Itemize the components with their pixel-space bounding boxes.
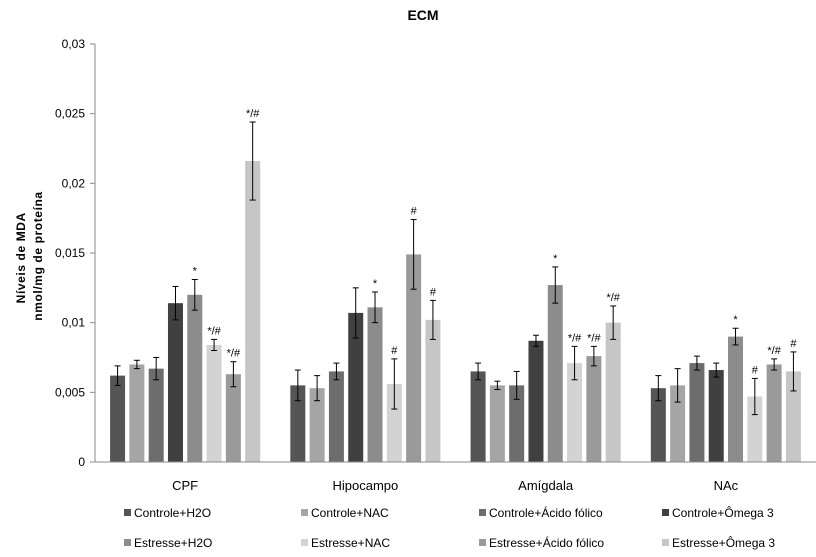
y-axis-label-line-1: Níveis de MDA [14,212,28,303]
significance-label: */# [246,108,260,120]
bar [586,356,602,462]
legend-swatch [301,539,308,546]
legend-swatch [479,539,486,546]
significance-label: */# [767,345,781,357]
significance-label: */# [606,292,620,304]
legend-label: Estresse+H2O [134,536,212,550]
legend-label: Controle+NAC [311,506,389,520]
y-axis-label-line-2: nmol/mg de proteína [31,191,45,320]
bar [367,307,383,462]
legend-label: Estresse+Ômega 3 [672,535,775,550]
legend-label: Controle+Ômega 3 [672,505,774,520]
x-category-label: Amígdala [518,478,574,493]
significance-label: * [553,253,558,265]
legend-swatch [124,539,131,546]
y-axis-label: Níveis de MDA nmol/mg de proteína [14,191,45,320]
significance-label: # [391,345,398,357]
significance-label: * [193,265,198,277]
bar [206,344,222,462]
bar [148,368,164,462]
bar [509,385,525,462]
legend-label: Estresse+Ácido fólico [489,535,604,550]
significance-label: # [430,286,437,298]
bar [489,385,505,462]
y-tick-label: 0,02 [62,176,86,190]
y-tick-label: 0,03 [62,37,86,51]
bar [689,363,705,462]
legend-label: Estresse+NAC [311,536,390,550]
bar [785,371,801,462]
bar [567,363,583,462]
bar [290,385,306,462]
significance-label: */# [568,332,582,344]
bar [406,254,422,462]
bar [547,285,563,462]
y-tick-label: 0,005 [55,385,85,399]
legend: Controle+H2O Controle+NAC Controle+Ácido f… [124,505,775,550]
legend-swatch [662,539,669,546]
chart-title: ECM [407,7,438,23]
bar [129,364,145,462]
bar [245,161,261,463]
bar [348,312,364,462]
significance-label: */# [227,348,241,360]
x-category-label: NAc [714,478,739,493]
legend-label: Controle+Ácido fólico [489,505,603,520]
bar [605,322,621,462]
bar-area: * */# */# */# * # # # * */# */# */# * # */# # [110,108,801,463]
significance-label: * [373,278,378,290]
bar [309,388,325,462]
bar [225,374,241,462]
y-axis: 0 0,005 0,01 0,015 0,02 0,025 0,03 [55,37,96,469]
bar [470,371,486,462]
significance-label: */# [207,325,221,337]
legend-swatch [662,509,669,516]
x-axis: CPF Hipocampo Amígdala NAc [95,461,816,493]
bar [650,388,666,462]
legend-label: Controle+H2O [134,506,211,520]
significance-label: # [790,338,797,350]
significance-label: # [752,364,759,376]
bar [187,294,203,462]
bar [425,319,441,462]
y-tick-label: 0,01 [62,316,86,330]
bar [167,303,183,462]
significance-label: */# [587,332,601,344]
bar [670,385,686,462]
legend-swatch [479,509,486,516]
x-category-label: CPF [172,478,198,493]
legend-swatch [124,509,131,516]
y-tick-label: 0 [78,455,85,469]
bar [728,336,744,462]
bar [386,383,402,462]
bar [328,371,344,462]
bar [766,364,782,462]
significance-label: * [733,314,738,326]
bar [110,375,126,462]
bar [708,370,724,462]
significance-label: # [411,206,418,218]
x-category-label: Hipocampo [332,478,398,493]
bar [528,340,544,462]
y-tick-label: 0,025 [55,107,85,121]
y-tick-label: 0,015 [55,246,85,260]
legend-swatch [301,509,308,516]
bar [747,396,763,462]
